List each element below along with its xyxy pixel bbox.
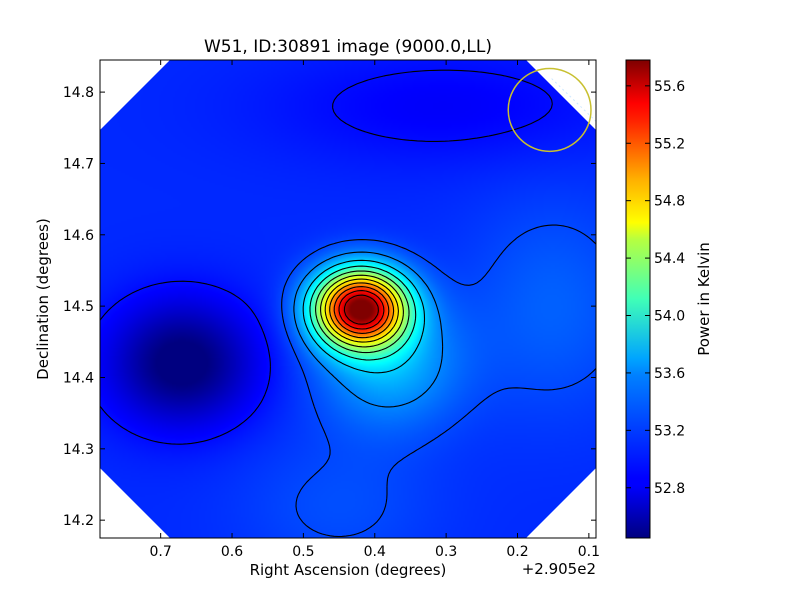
x-tick-label: 0.6 xyxy=(221,544,243,560)
y-tick-label: 14.8 xyxy=(63,85,94,101)
colorbar-tick-label: 55.2 xyxy=(654,136,685,152)
colorbar: 52.8 53.2 53.6 54.0 54.4 54.8 55.2 55.6 Power i… xyxy=(625,59,713,539)
contour-level-2 xyxy=(293,251,444,408)
chart-title: W51, ID:30891 image (9000.0,LL) xyxy=(204,37,492,57)
y-tick-label: 14.5 xyxy=(63,299,94,315)
y-tick-label: 14.4 xyxy=(63,370,94,386)
x-tick-label: 0.4 xyxy=(364,544,386,560)
contour-lines xyxy=(100,69,596,538)
contour-level-7 xyxy=(324,278,399,343)
x-axis-ticks: 0.7 0.6 0.5 0.4 0.3 0.2 0.1 xyxy=(150,60,600,560)
contour-level-6 xyxy=(320,274,404,348)
contour-level-4 xyxy=(309,265,417,361)
contour-level-8 xyxy=(329,282,395,339)
contour-level-1 xyxy=(281,224,596,538)
x-tick-label: 0.2 xyxy=(506,544,528,560)
contour-level-9 xyxy=(333,286,390,334)
x-tick-label: 0.5 xyxy=(292,544,314,560)
colorbar-tick-label: 54.4 xyxy=(654,251,685,267)
contour-level-10 xyxy=(338,290,385,330)
y-axis-label: Declination (degrees) xyxy=(34,218,52,380)
x-offset-label: +2.905e2 xyxy=(522,560,596,578)
heatmap-area xyxy=(100,60,596,538)
contour-level-5 xyxy=(315,270,410,354)
colorbar-tick-label: 52.8 xyxy=(654,481,685,497)
x-tick-label: 0.3 xyxy=(435,544,457,560)
contour-level-11 xyxy=(343,294,379,325)
plot-frame xyxy=(99,59,597,539)
colorbar-tick-label: 53.6 xyxy=(654,366,685,382)
y-tick-label: 14.7 xyxy=(63,156,94,172)
colorbar-tick-label: 55.6 xyxy=(654,79,685,95)
x-tick-label: 0.7 xyxy=(150,544,172,560)
heatmap-image xyxy=(100,60,596,538)
beam-circle xyxy=(507,67,592,153)
beam-marker xyxy=(507,67,596,153)
x-tick-label: 0.1 xyxy=(578,544,600,560)
y-axis-ticks: 14.2 14.3 14.4 14.5 14.6 14.7 14.8 xyxy=(63,85,596,529)
colorbar-tick-label: 53.2 xyxy=(654,423,685,439)
beam-direction-line xyxy=(551,78,596,122)
colorbar-ticks: 52.8 53.2 53.6 54.0 54.4 54.8 55.2 55.6 xyxy=(626,79,685,497)
y-tick-label: 14.3 xyxy=(63,442,94,458)
contour-level-3 xyxy=(302,259,426,374)
colorbar-tick-label: 54.0 xyxy=(654,309,685,325)
y-tick-label: 14.2 xyxy=(63,513,94,529)
colorbar-tick-label: 54.8 xyxy=(654,194,685,210)
colorbar-gradient xyxy=(625,59,651,539)
y-tick-label: 14.6 xyxy=(63,228,94,244)
x-axis-label: Right Ascension (degrees) xyxy=(250,561,447,579)
colorbar-label: Power in Kelvin xyxy=(695,242,713,356)
contour-level-0 xyxy=(100,69,553,445)
